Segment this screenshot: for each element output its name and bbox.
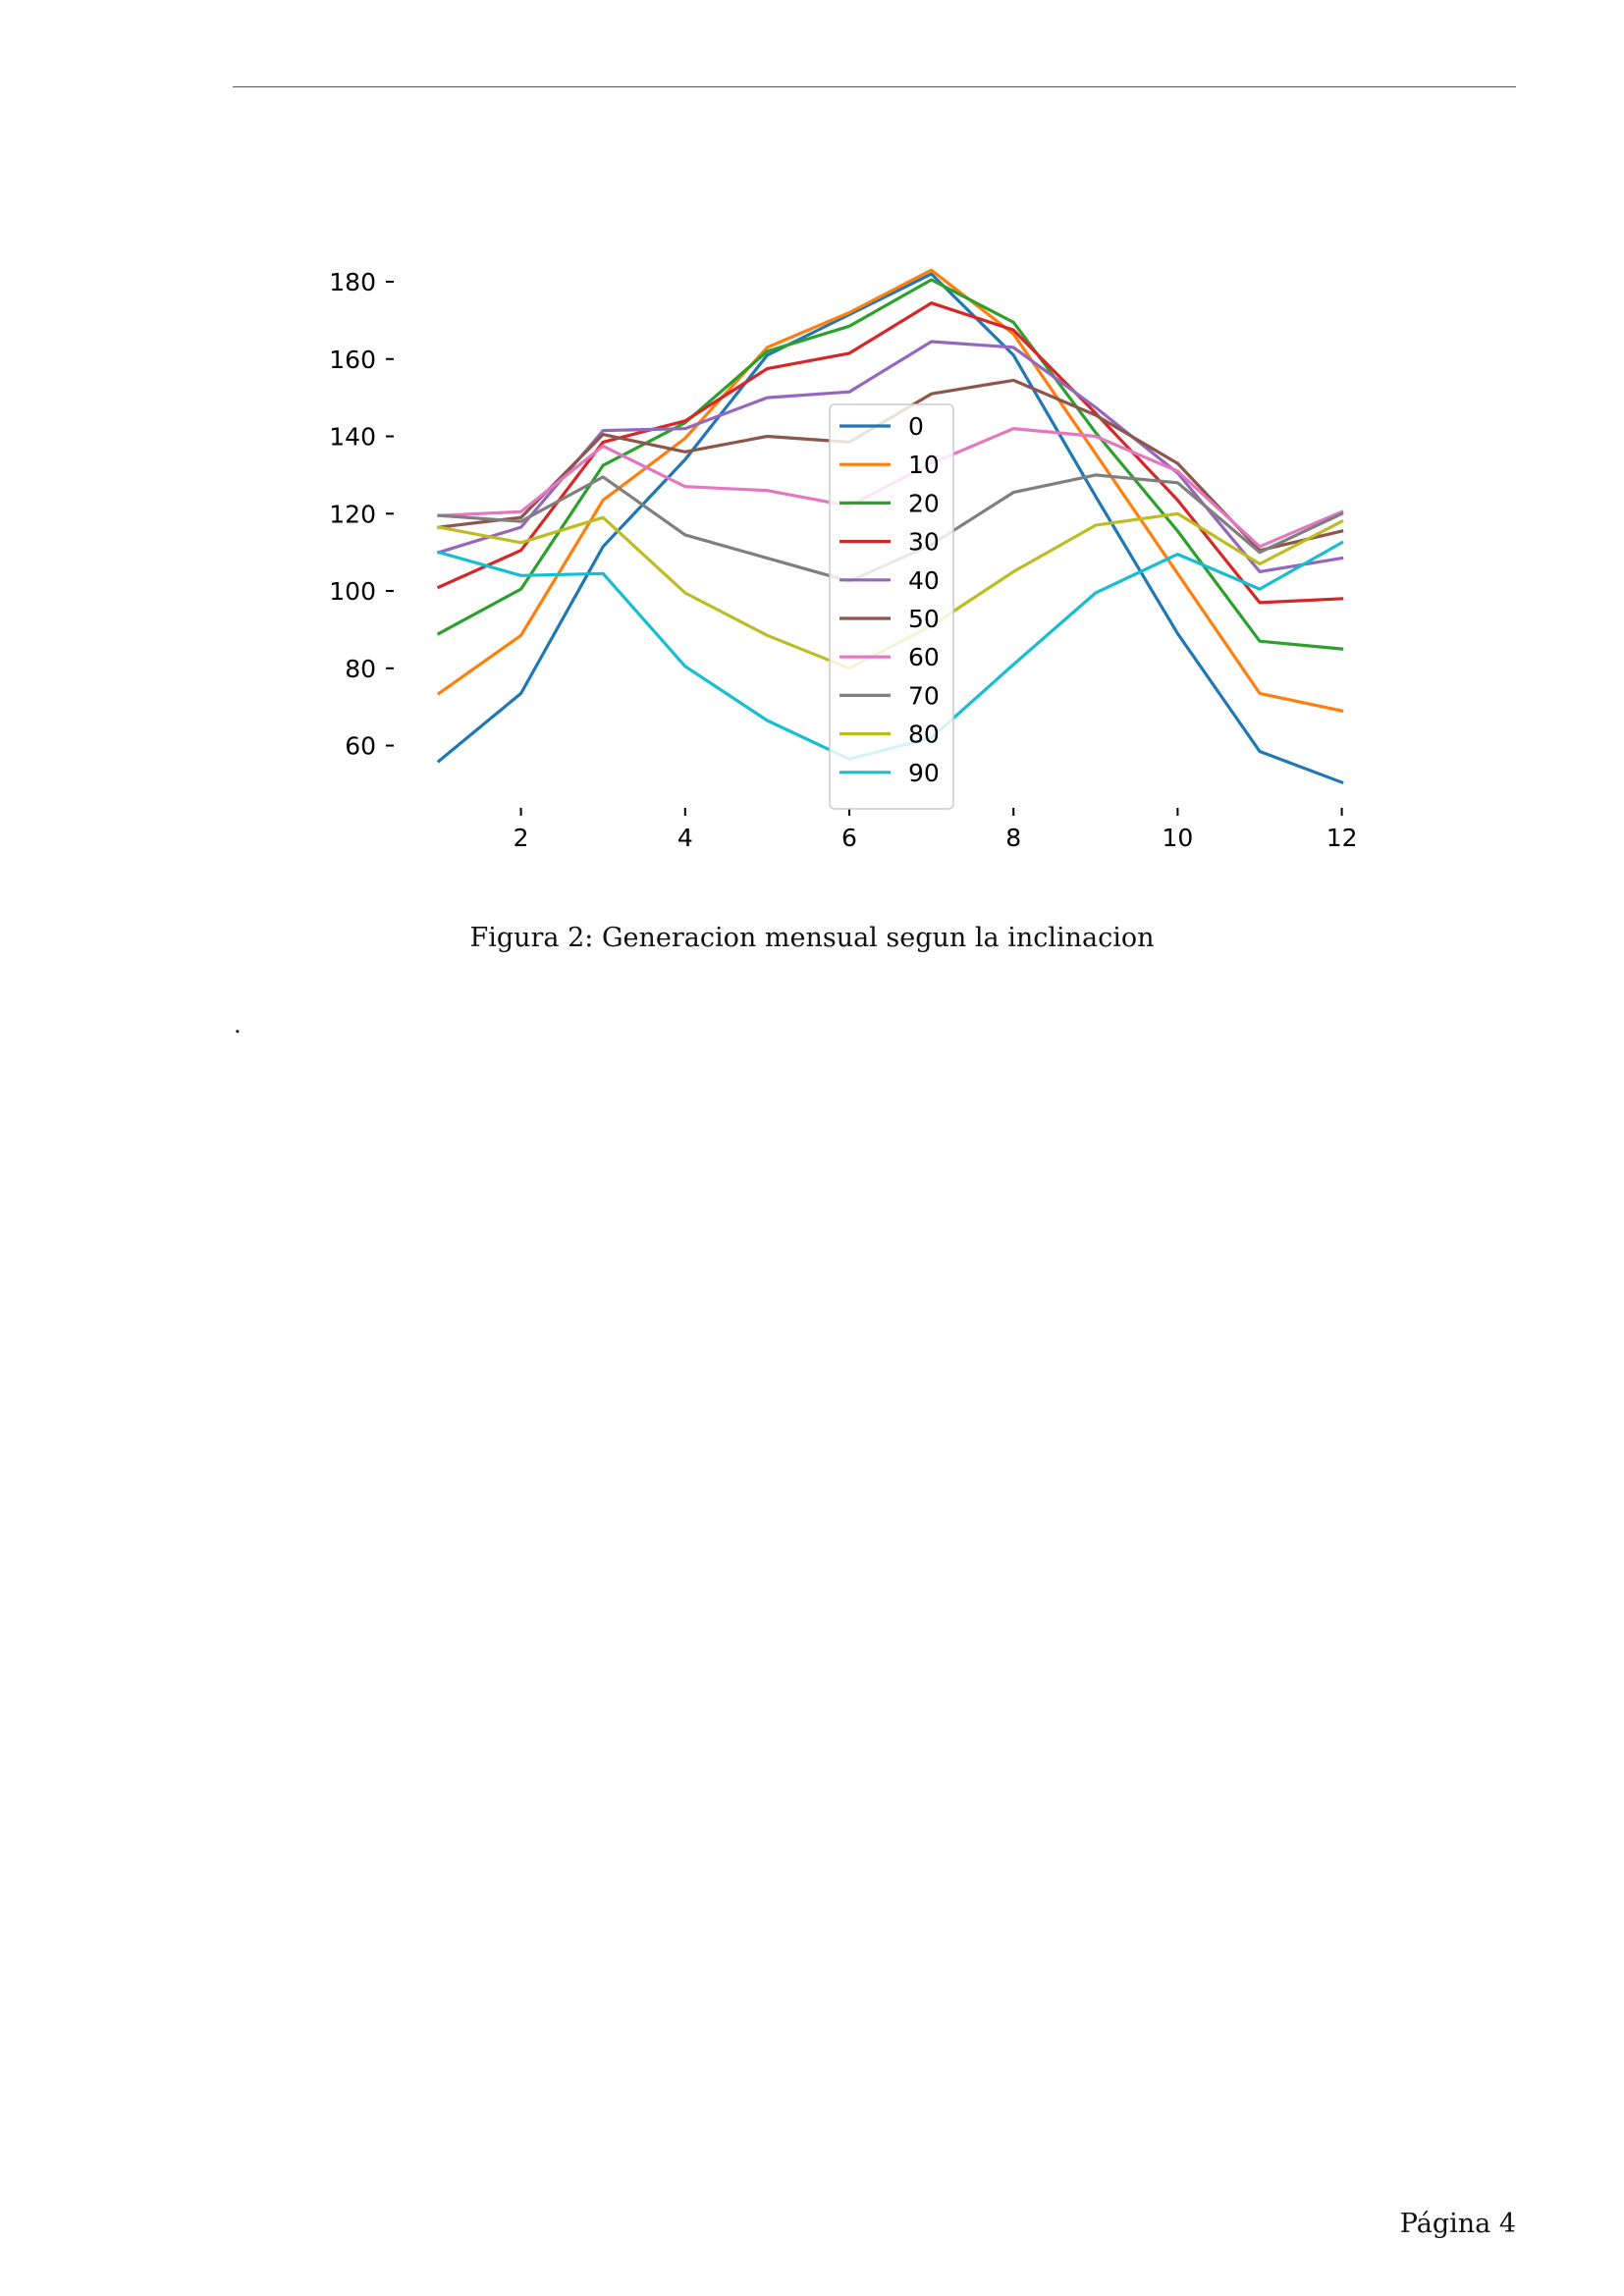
legend-label-70: 70	[908, 681, 940, 710]
header-rule	[233, 86, 1516, 87]
figure-caption: Figura 2: Generacion mensual segun la in…	[469, 923, 1155, 953]
x-axis: 2 4 6 8 10 12	[514, 808, 1358, 852]
y-axis: 60 80 100 120 140 160 180	[329, 268, 394, 761]
series-line-0	[436, 272, 1344, 785]
x-tick-label: 8	[1005, 824, 1021, 852]
y-tick-label: 180	[329, 268, 376, 296]
y-tick-label: 80	[345, 655, 376, 683]
legend-label-60: 60	[908, 643, 940, 671]
line-chart: 60 80 100 120 140 160 180 2 4 6 8 10 12 0 10 20 30 40 50…	[329, 268, 1358, 852]
legend-label-50: 50	[908, 605, 940, 633]
y-tick-label: 140	[329, 423, 376, 452]
legend-label-30: 30	[908, 528, 940, 557]
y-tick-label: 120	[329, 500, 376, 528]
page-number: Página 4	[1399, 2209, 1516, 2239]
x-tick-label: 4	[677, 824, 693, 852]
y-tick-label: 60	[345, 732, 376, 761]
legend: 0 10 20 30 40 50 60 70 80 90	[829, 403, 954, 810]
legend-label-0: 0	[908, 412, 924, 441]
legend-label-10: 10	[908, 451, 940, 479]
legend-label-40: 40	[908, 566, 940, 595]
y-tick-label: 100	[329, 577, 376, 606]
x-tick-label: 6	[841, 824, 857, 852]
legend-box	[829, 403, 954, 810]
legend-label-20: 20	[908, 489, 940, 517]
stray-period: .	[234, 1011, 242, 1039]
series-line-30	[436, 301, 1344, 605]
x-tick-label: 10	[1162, 824, 1193, 852]
x-tick-label: 12	[1326, 824, 1358, 852]
legend-label-90: 90	[908, 759, 940, 787]
x-tick-label: 2	[514, 824, 529, 852]
legend-label-80: 80	[908, 721, 940, 749]
y-tick-label: 160	[329, 346, 376, 374]
